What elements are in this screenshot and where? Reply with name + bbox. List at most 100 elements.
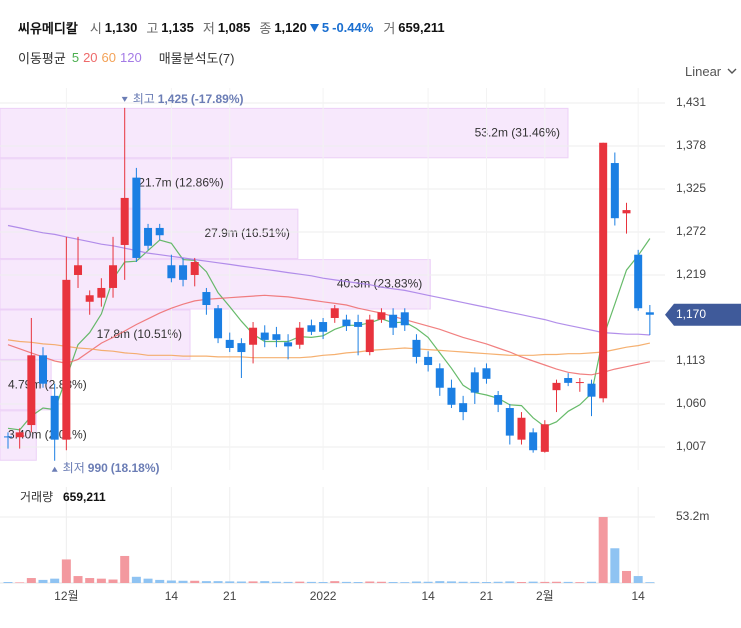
- candle-body: [634, 254, 643, 309]
- candle-body: [389, 314, 398, 328]
- legend-entry[interactable]: 20: [83, 50, 98, 65]
- volume-bar: [120, 555, 130, 583]
- candle-body: [295, 327, 304, 345]
- x-tick-label: 14: [421, 589, 435, 603]
- y-tick-label: 1,007: [676, 439, 706, 453]
- profile-label: 53.2m (31.46%): [475, 125, 560, 139]
- annotation-part: (-17.89%): [191, 92, 244, 106]
- candle-body: [27, 355, 36, 426]
- candle-body: [354, 322, 363, 327]
- volume-bar: [295, 581, 305, 583]
- candle-body: [62, 279, 71, 440]
- y-tick-label: 1,325: [676, 181, 706, 195]
- candle-body: [540, 424, 549, 452]
- candle-body: [284, 342, 293, 347]
- y-tick-label: 53.2m: [676, 509, 709, 523]
- legend-entry[interactable]: 60: [101, 50, 117, 65]
- profile-label: 4.79m (2.83%): [8, 377, 87, 391]
- candle-body: [109, 265, 118, 288]
- candle-body: [214, 308, 223, 339]
- legend-row: 이동평균 5 20 60 120 매물분석도(7): [18, 48, 237, 67]
- volume-bar: [528, 581, 538, 583]
- quote-row: 씨유메디칼 시 1,130 고 1,135 저 1,085 종 1,120 5 -0.4…: [18, 18, 454, 37]
- profile-label: 21.7m (12.86%): [138, 176, 223, 190]
- candle-body: [424, 356, 433, 366]
- volume-bar: [575, 582, 585, 583]
- volume-bar: [73, 576, 83, 583]
- y-tick-label: 1,060: [676, 396, 706, 410]
- candle-body: [39, 355, 48, 384]
- legend-items: 5 20 60 120: [72, 50, 146, 65]
- candle-body: [482, 368, 491, 379]
- volume-bar: [540, 581, 550, 583]
- profile-bar: [0, 107, 569, 159]
- quote-label: 고: [146, 21, 159, 36]
- candle-body: [622, 210, 631, 214]
- quote-label: 거: [383, 21, 396, 36]
- volume-bar: [458, 581, 468, 583]
- candle-body: [237, 343, 246, 353]
- price-tag: [665, 303, 741, 326]
- volume-bar: [435, 581, 445, 583]
- y-tick-label: 1,431: [676, 95, 706, 109]
- y-tick-label: 1,113: [676, 353, 705, 367]
- volume-bar: [400, 582, 410, 583]
- volume-bar: [330, 581, 340, 583]
- candle-body: [97, 287, 106, 298]
- profile-bar: [0, 158, 233, 209]
- volume-bar: [493, 581, 503, 583]
- quote-value: 1,135: [161, 20, 194, 35]
- profile-toggle[interactable]: 매물분석도(7): [158, 51, 235, 66]
- stock-name: 씨유메디칼: [18, 21, 78, 36]
- quote-label: 저: [202, 21, 215, 36]
- volume-bar: [610, 548, 620, 583]
- volume-bar: [201, 581, 211, 583]
- scale-dropdown[interactable]: Linear: [685, 64, 737, 79]
- candle-body: [260, 332, 269, 340]
- volume-title: 거래량: [20, 490, 53, 504]
- volume-bar: [353, 582, 363, 583]
- volume-bar: [260, 581, 270, 583]
- quote-value: 659,211: [398, 20, 445, 35]
- candle-body: [50, 395, 59, 440]
- candle-body: [132, 177, 141, 258]
- candle-body: [599, 142, 608, 399]
- candle-body: [272, 334, 281, 340]
- candle-body: [564, 378, 573, 383]
- candle-body: [377, 312, 386, 320]
- volume-bar: [563, 581, 573, 583]
- quote-value: 1,085: [217, 20, 251, 35]
- volume-bar: [481, 582, 491, 583]
- volume-bar: [38, 579, 48, 583]
- volume-bar: [248, 581, 258, 583]
- candle-body: [529, 432, 538, 451]
- candle-body: [15, 432, 24, 438]
- volume-last: 659,211: [63, 490, 106, 504]
- legend-entry[interactable]: 120: [120, 50, 142, 65]
- volume-bar: [213, 581, 223, 583]
- change: 5: [321, 20, 330, 35]
- profile-label: 40.3m (23.83%): [337, 276, 422, 290]
- volume-bar: [283, 581, 293, 583]
- candle-body: [552, 382, 561, 391]
- volume-bar: [341, 581, 351, 583]
- volume-bar: [225, 581, 235, 583]
- x-tick-label: 2022: [310, 589, 337, 603]
- volume-bar: [108, 579, 118, 583]
- candle-body: [610, 163, 619, 219]
- volume-bar: [423, 581, 433, 583]
- candle-body: [202, 292, 211, 305]
- volume-bar: [622, 570, 632, 583]
- volume-bar: [598, 517, 608, 583]
- volume-bar: [96, 578, 106, 583]
- volume-bar: [178, 580, 188, 583]
- volume-bar: [633, 576, 643, 583]
- legend-entry[interactable]: 5: [71, 50, 80, 65]
- annotation-part: 최저: [63, 461, 85, 475]
- candle-body: [342, 319, 351, 327]
- candle-body: [505, 408, 514, 436]
- down-icon: [309, 23, 319, 32]
- x-tick-label: 14: [632, 589, 646, 603]
- candle-body: [179, 265, 188, 280]
